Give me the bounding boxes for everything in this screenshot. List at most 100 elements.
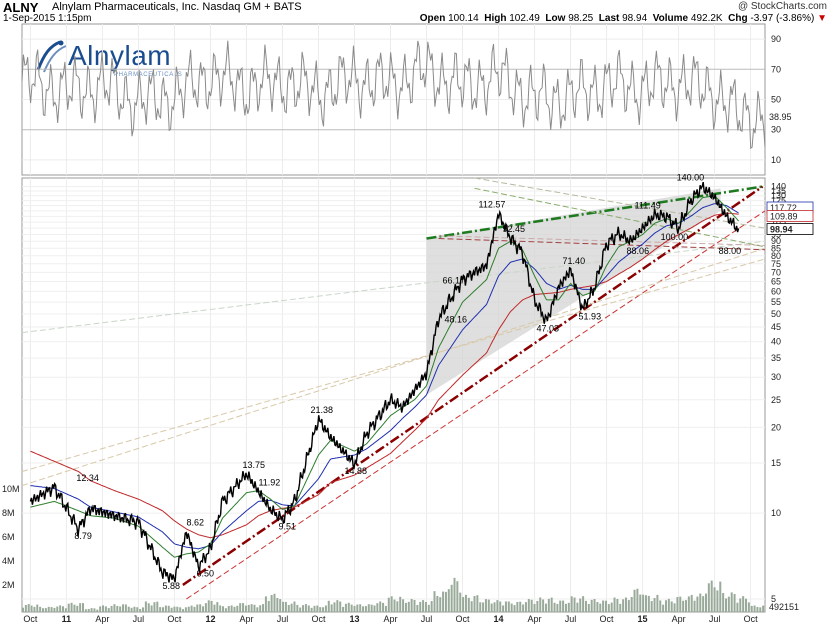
volume-bar: [644, 595, 647, 612]
volume-tick-label: 8M: [2, 508, 15, 518]
volume-bar: [336, 600, 339, 612]
volume-bar: [616, 599, 619, 612]
price-annotation: 100.00: [661, 232, 689, 242]
price-tick-label: 125: [771, 196, 786, 206]
volume-bar: [647, 595, 650, 612]
volume-bar: [427, 604, 430, 612]
volume-bar: [544, 603, 547, 612]
rsi-current-label: 38.95: [769, 112, 792, 122]
volume-bar: [684, 600, 687, 612]
x-axis-label: 11: [62, 614, 72, 624]
volume-bar: [556, 603, 559, 612]
volume-bar: [716, 590, 719, 612]
volume-bar: [710, 580, 713, 612]
volume-bar: [576, 602, 579, 612]
volume-bar: [759, 607, 762, 612]
volume-bar: [539, 597, 542, 612]
volume-bar: [479, 602, 482, 612]
price-annotation: 51.93: [579, 311, 602, 321]
volume-bar: [147, 603, 150, 612]
volume-bar: [596, 601, 599, 612]
volume-bar: [633, 589, 636, 612]
volume-bar: [482, 602, 485, 612]
volume-value: 492.2K: [690, 13, 723, 24]
volume-bar: [199, 604, 202, 612]
volume-bar: [150, 605, 153, 612]
price-tick-label: 55: [771, 297, 781, 307]
volume-bar: [264, 596, 267, 612]
ticker-symbol: ALNY: [3, 0, 39, 15]
lower-trendline: [182, 185, 764, 586]
volume-bar: [590, 599, 593, 612]
volume-bar: [604, 600, 607, 612]
volume-bar: [82, 603, 85, 612]
volume-bar: [124, 604, 127, 612]
volume-bar: [239, 603, 242, 612]
volume-bar: [133, 606, 136, 612]
volume-bar: [664, 600, 667, 612]
volume-bar: [547, 598, 550, 612]
volume-bar: [204, 603, 207, 612]
price-tick-label: 65: [771, 277, 781, 287]
price-annotation: 21.38: [310, 405, 333, 415]
volume-bar: [470, 601, 473, 612]
logo-subtitle: PHARMACEUTICALS: [114, 72, 183, 78]
quote-date: 1-Sep-2015 1:15pm: [3, 13, 92, 24]
price-tick-label: 20: [771, 422, 781, 432]
price-annotation: 111.49: [635, 201, 661, 211]
volume-bar: [253, 604, 256, 612]
price-current-label: 109.89: [770, 212, 798, 222]
volume-bar: [96, 609, 99, 612]
volume-bar: [473, 595, 476, 612]
volume-bar: [490, 603, 493, 612]
price-annotation: 8.79: [74, 531, 92, 541]
price-tick-label: 40: [771, 337, 781, 347]
volume-bar: [704, 593, 707, 612]
volume-bar: [113, 604, 116, 612]
volume-bar: [39, 606, 42, 612]
volume-bar: [430, 601, 433, 612]
volume-bar: [382, 602, 385, 612]
volume-bar: [582, 596, 585, 612]
low-value: 98.25: [568, 13, 594, 24]
long-trendline-1: [21, 240, 766, 334]
volume-bar: [579, 598, 582, 612]
volume-bar: [699, 593, 702, 612]
volume-bar: [107, 608, 110, 612]
volume-bar: [533, 603, 536, 612]
x-axis-label: Jul: [277, 614, 289, 624]
x-axis-label: Oct: [744, 614, 759, 624]
volume-bar: [333, 602, 336, 612]
volume-bar: [322, 607, 325, 612]
volume-bar: [350, 604, 353, 612]
volume-bar: [373, 605, 376, 612]
volume-bar: [230, 605, 233, 612]
rsi-tick-label: 50: [771, 95, 781, 105]
rsi-tick-label: 70: [771, 64, 781, 74]
volume-bar: [487, 599, 490, 612]
volume-bar: [276, 597, 279, 612]
price-annotation: 71.40: [563, 256, 586, 266]
volume-bar: [413, 599, 416, 612]
volume-bar: [219, 605, 222, 612]
volume-bar: [316, 605, 319, 612]
price-annotation: 12.34: [76, 473, 99, 483]
volume-bar: [619, 603, 622, 612]
x-axis-label: Jul: [565, 614, 577, 624]
volume-bar: [450, 584, 453, 612]
volume-bar: [110, 605, 113, 612]
volume-bar: [222, 606, 225, 612]
volume-bar: [353, 605, 356, 612]
volume-bar: [119, 606, 122, 612]
volume-bar: [462, 597, 465, 612]
volume-bar: [682, 600, 685, 612]
volume-bar: [159, 607, 162, 612]
volume-bar: [327, 600, 330, 612]
volume-bar: [136, 607, 139, 612]
volume-bar: [410, 598, 413, 612]
volume-bar: [70, 602, 73, 612]
volume-bar: [330, 604, 333, 612]
low-label: Low: [545, 13, 566, 24]
volume-bar: [44, 608, 47, 612]
volume-bar: [390, 596, 393, 612]
